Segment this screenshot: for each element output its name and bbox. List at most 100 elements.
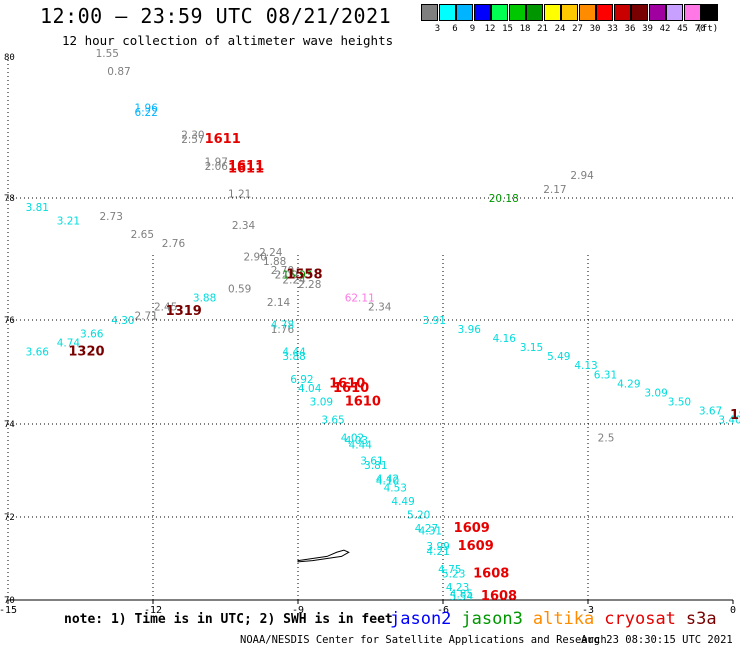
pass-time-label: 1609 [454,521,490,536]
swh-value-label: 3.40 [718,415,740,427]
swh-value-label: 6.31 [594,369,617,381]
credit-text: NOAA/NESDIS Center for Satellite Applica… [240,634,607,646]
swh-value-label: 5.49 [547,351,570,363]
swh-value-label: 2.90 [244,252,267,264]
swh-value-label: 3.66 [80,329,104,341]
pass-time-label: 1320 [68,345,104,360]
swh-value-label: 3.99 [426,541,449,553]
lon-tick-label: -15 [0,605,17,616]
swh-value-label: 1.97 [205,157,228,169]
swh-value-label: 4.16 [493,333,517,345]
scale-label: 42 [659,24,671,34]
mission-legend-entry: cryosat [604,609,676,629]
swh-value-label: 2.45 [154,301,177,313]
swh-value-label: 4.21 [426,546,449,558]
pass-time-label: 1608 [473,566,509,581]
swh-value-label: 2.30 [181,129,204,141]
swh-value-label: 4.27 [415,523,438,535]
scale-label: 3 [434,24,441,34]
swh-value-label: 3.88 [282,351,305,363]
swh-value-label: 6.92 [290,374,313,386]
scale-label: 30 [589,24,601,34]
swh-value-label: 5.54 [450,591,474,603]
swh-value-label: 2.24 [259,247,283,259]
swh-value-label: 4.31 [419,525,442,537]
mission-legend-entry: jason2 [390,609,452,629]
scale-swatch [508,4,526,21]
swh-value-label: 3.09 [310,396,333,408]
scale-label: 70 [694,24,706,34]
scale-swatch [421,4,438,21]
lat-tick-label: 78 [4,194,15,204]
swh-value-label: 2.76 [162,238,186,250]
scale-swatch [613,4,631,21]
swh-value-label: 2.09 [275,270,298,282]
scale-swatch [561,4,578,21]
lat-tick-label: 76 [4,316,15,326]
lat-tick-label: 72 [4,513,15,523]
swh-value-label: 2.57 [181,134,204,146]
swh-value-label: 1.21 [228,188,251,200]
island-outline [297,549,350,563]
pass-time-label: 1610 [329,376,365,391]
pass-time-label: 1610 [345,394,381,409]
scale-swatch [596,4,613,21]
swh-value-label: 62.11 [345,292,375,304]
swh-value-label: 4.78 [271,320,294,332]
pass-time-label: 1611 [228,159,264,174]
pass-time-label: 1319 [166,304,202,319]
lat-tick-label: 70 [4,596,15,606]
scale-swatch [526,4,543,21]
swh-value-label: 4.42 [376,473,399,485]
swh-value-label: 4.04 [298,383,322,395]
swh-value-label: 2.14 [267,297,291,309]
pass-time-label: 195 [730,408,740,423]
swh-value-label: 2.17 [543,184,566,196]
scale-unit: (ft) [696,24,719,34]
page-title: 12:00 – 23:59 UTC 08/21/2021 [40,4,392,28]
swh-value-label: 1.76 [271,324,295,336]
swh-value-label: 4.02 [341,433,364,445]
scale-label: 27 [572,24,583,34]
scale-swatch [683,4,701,21]
swh-value-label: 2.06 [205,161,229,173]
scale-swatch [543,4,561,21]
swh-value-label: 1.55 [96,48,119,60]
scale-label: 6 [452,24,458,34]
swh-value-label: 4.30 [111,315,134,327]
swh-value-label: 3.81 [26,202,49,214]
swh-value-label: 1.88 [263,256,286,268]
swh-value-label: 4.29 [617,378,640,390]
scale-swatch [491,4,508,21]
swh-value-label: 1.96 [135,102,159,114]
swh-value-label: 4.53 [384,482,407,494]
swh-value-label: 2.34 [232,220,256,232]
scale-label: 18 [519,24,531,34]
lat-tick-label: 74 [4,420,15,430]
pass-time-label: 1610 [333,381,369,396]
mission-legend-entry: jason3 [461,609,523,629]
swh-value-label: 4.74 [57,338,81,350]
swh-value-label: 2.71 [135,310,158,322]
swh-value-label: 3.66 [26,347,50,359]
swh-value-label: 0.87 [107,66,130,78]
swh-value-label: 3.96 [458,324,482,336]
swh-value-label: 2.24 [282,274,306,286]
lon-tick-label: -6 [437,605,449,616]
swh-value-label: 3.88 [193,292,216,304]
swh-value-label: 3.21 [57,215,80,227]
scale-label: 12 [484,24,496,34]
lon-tick-label: -3 [582,605,594,616]
scale-label: 33 [607,24,618,34]
swh-value-label: 3.09 [644,387,667,399]
swh-value-label: 6.22 [135,107,158,119]
swh-value-label: 4.23 [446,582,469,594]
swh-value-label: 20.18 [489,193,519,205]
swh-value-label: 3.67 [699,405,722,417]
swh-value-label: 2.70 [271,265,294,277]
mission-legend-entry: altika [532,609,595,629]
scale-swatch [648,4,666,21]
scale-swatch [631,4,648,21]
generated-timestamp: Aug 23 08:30:15 UTC 2021 [581,634,733,646]
